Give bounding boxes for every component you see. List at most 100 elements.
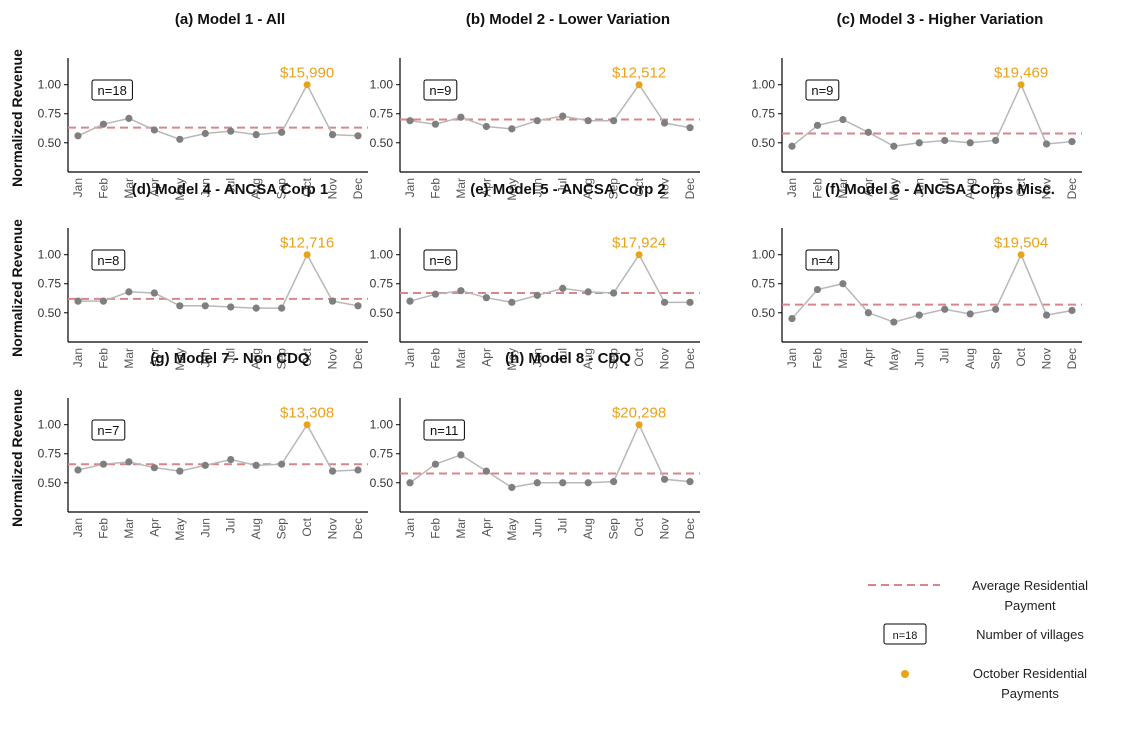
villages-count-badge: n=6	[423, 249, 458, 271]
panel-title: (a) Model 1 - All	[175, 11, 285, 28]
october-value-label: $17,924	[612, 235, 666, 252]
y-tick-label: 1.00	[752, 78, 776, 92]
data-point	[890, 142, 898, 150]
data-point	[788, 314, 796, 323]
x-tick-label: May	[505, 518, 519, 541]
x-tick-label: Aug	[581, 518, 595, 539]
data-point	[227, 455, 235, 464]
data-point	[864, 128, 872, 136]
legend-villages-label: Number of villages	[976, 627, 1084, 642]
series-line	[409, 422, 691, 489]
data-point	[610, 478, 618, 486]
x-tick-label: May	[505, 348, 519, 371]
data-point	[686, 478, 694, 486]
data-point	[431, 120, 440, 128]
x-tick-label: Jul	[224, 348, 238, 363]
data-point	[839, 280, 847, 288]
october-value-label: $13,308	[280, 405, 334, 422]
data-point	[278, 128, 286, 136]
x-tick-label: Jan	[71, 178, 85, 197]
x-tick-label: May	[505, 178, 519, 201]
data-point	[559, 112, 567, 120]
x-tick-label: Mar	[122, 348, 136, 369]
x-tick-label: Sep	[607, 178, 621, 200]
x-tick-label: Nov	[658, 178, 672, 199]
data-point	[354, 132, 362, 140]
data-point	[1068, 138, 1076, 146]
x-tick-label: Dec	[683, 178, 697, 199]
data-point	[839, 115, 847, 124]
x-tick-label: Feb	[428, 348, 442, 369]
x-tick-label: Jul	[556, 178, 570, 193]
villages-count-badge: n=8	[91, 249, 126, 271]
badge-text: n=4	[811, 253, 833, 268]
x-tick-label: Sep	[607, 518, 621, 540]
chart-panel-7: (g) Model 7 - Non CDQ Normalized Revenue 0…	[9, 350, 368, 541]
data-point	[74, 466, 82, 474]
data-point	[201, 302, 209, 310]
data-point	[125, 114, 133, 122]
legend-average-label: Average Residential	[972, 578, 1088, 593]
y-axis-title: Normalized Revenue	[9, 389, 25, 527]
data-point	[227, 127, 235, 135]
badge-text: n=8	[97, 253, 119, 268]
x-tick-label: Jun	[912, 178, 926, 197]
data-point	[457, 287, 465, 295]
data-point	[482, 467, 490, 475]
data-point	[176, 467, 184, 475]
x-tick-label: Jan	[785, 178, 799, 197]
badge-box	[423, 249, 458, 271]
x-tick-label: Jan	[71, 518, 85, 537]
x-tick-label: May	[173, 178, 187, 201]
badge-box	[805, 79, 840, 101]
y-tick-label: 0.50	[370, 476, 394, 490]
x-tick-label: Apr	[147, 348, 161, 367]
x-tick-label: May	[887, 348, 901, 371]
october-value-label: $19,504	[994, 235, 1048, 252]
data-point	[610, 117, 618, 125]
y-tick-label: 0.75	[370, 107, 394, 121]
data-point	[686, 124, 694, 132]
october-point	[303, 81, 311, 89]
villages-count-badge: n=9	[805, 79, 840, 101]
badge-box	[91, 249, 126, 271]
x-tick-label: Aug	[581, 178, 595, 199]
panel-title: (d) Model 4 - ANCSA Corp 1	[132, 181, 328, 198]
data-point	[457, 451, 465, 459]
y-tick-label: 1.00	[38, 78, 62, 92]
x-tick-label: Aug	[249, 348, 263, 369]
data-point	[660, 119, 669, 127]
data-point	[227, 303, 235, 311]
y-tick-label: 0.75	[38, 107, 62, 121]
data-point	[992, 305, 1000, 313]
data-point	[788, 142, 796, 150]
x-tick-label: May	[887, 178, 901, 201]
y-axis-title: Normalized Revenue	[9, 219, 25, 357]
x-tick-label: Oct	[1014, 347, 1028, 366]
data-point	[533, 117, 541, 125]
data-point	[99, 460, 108, 468]
x-tick-label: Mar	[454, 518, 468, 539]
october-point	[635, 81, 643, 89]
x-tick-label: Jul	[938, 178, 952, 193]
x-tick-label: Feb	[96, 518, 110, 539]
legend-badge-text: n=18	[893, 630, 918, 642]
x-tick-label: Jun	[198, 518, 212, 537]
data-point	[508, 125, 516, 133]
x-tick-label: Feb	[810, 178, 824, 199]
x-tick-label: Mar	[122, 518, 136, 539]
data-point	[150, 464, 158, 472]
data-point	[328, 131, 337, 139]
badge-text: n=11	[430, 423, 458, 438]
panel-title: (f) Model 6 - ANCSA Corps Misc.	[825, 181, 1055, 198]
x-tick-label: Oct	[300, 347, 314, 366]
x-tick-label: Nov	[326, 518, 340, 539]
panel-title: (g) Model 7 - Non CDQ	[150, 350, 309, 367]
legend-october-swatch	[901, 670, 909, 678]
x-tick-label: Jun	[530, 178, 544, 197]
x-tick-label: Apr	[147, 178, 161, 197]
y-tick-label: 0.50	[752, 136, 776, 150]
series-line	[77, 423, 359, 472]
data-point	[660, 475, 669, 483]
x-tick-label: Apr	[479, 518, 493, 537]
